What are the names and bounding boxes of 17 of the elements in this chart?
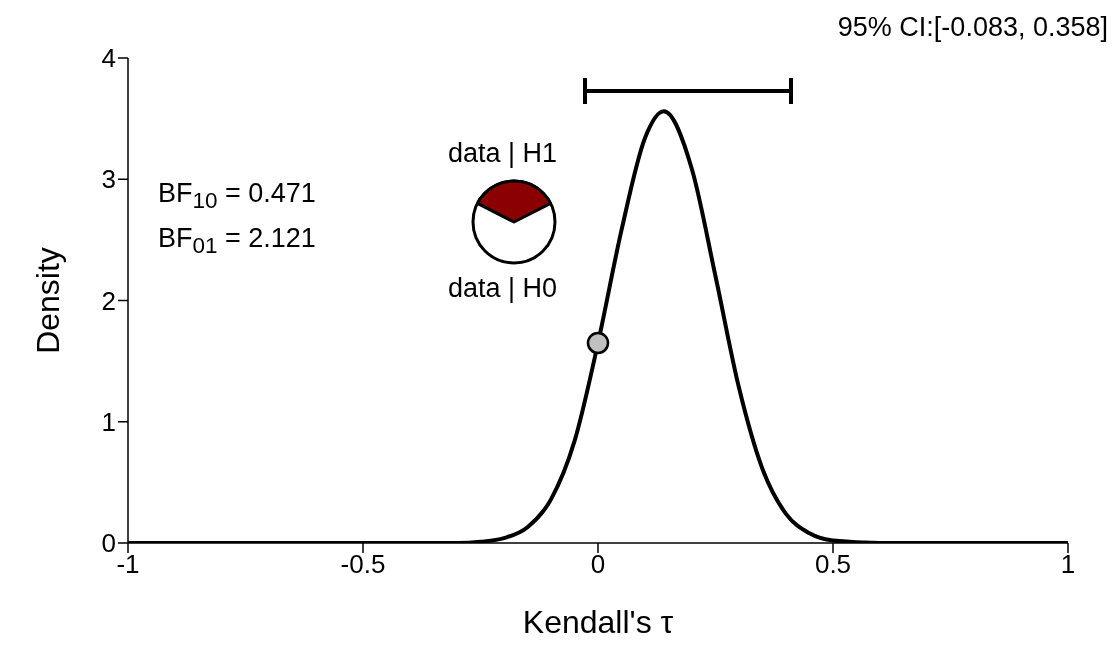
text: 95% CI:[-0.083, 0.358]	[837, 12, 1108, 43]
annotation: data | H1	[448, 138, 558, 169]
annotation: BF$_{10}$ = 0.471	[158, 178, 316, 215]
y-tick-label: 1	[101, 406, 116, 437]
x-tick-label: 0.5	[814, 549, 852, 580]
annotation: BF$_{01}$ = 2.121	[158, 223, 316, 260]
y-tick-label: 2	[101, 285, 116, 316]
x-tick-label: 0	[590, 549, 606, 580]
y-axis-title: Density	[30, 247, 67, 354]
x-tick-label: -1	[116, 549, 140, 580]
annotation: data | H0	[448, 273, 558, 304]
y-tick-label: 3	[101, 164, 116, 195]
x-tick-label: 1	[1060, 549, 1076, 580]
x-tick-label: -0.5	[340, 549, 386, 580]
x-axis-title: Kendall's τ	[522, 604, 674, 640]
y-tick-label: 4	[101, 43, 116, 74]
y-tick-label: 0	[101, 528, 116, 559]
